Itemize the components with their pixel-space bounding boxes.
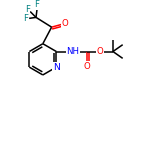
Text: N: N — [53, 63, 60, 72]
Text: F: F — [25, 5, 30, 14]
Text: F: F — [23, 14, 28, 23]
Text: F: F — [35, 0, 40, 9]
Text: O: O — [62, 19, 69, 28]
Text: NH: NH — [66, 47, 79, 56]
Text: O: O — [83, 62, 90, 71]
Text: O: O — [97, 47, 104, 56]
